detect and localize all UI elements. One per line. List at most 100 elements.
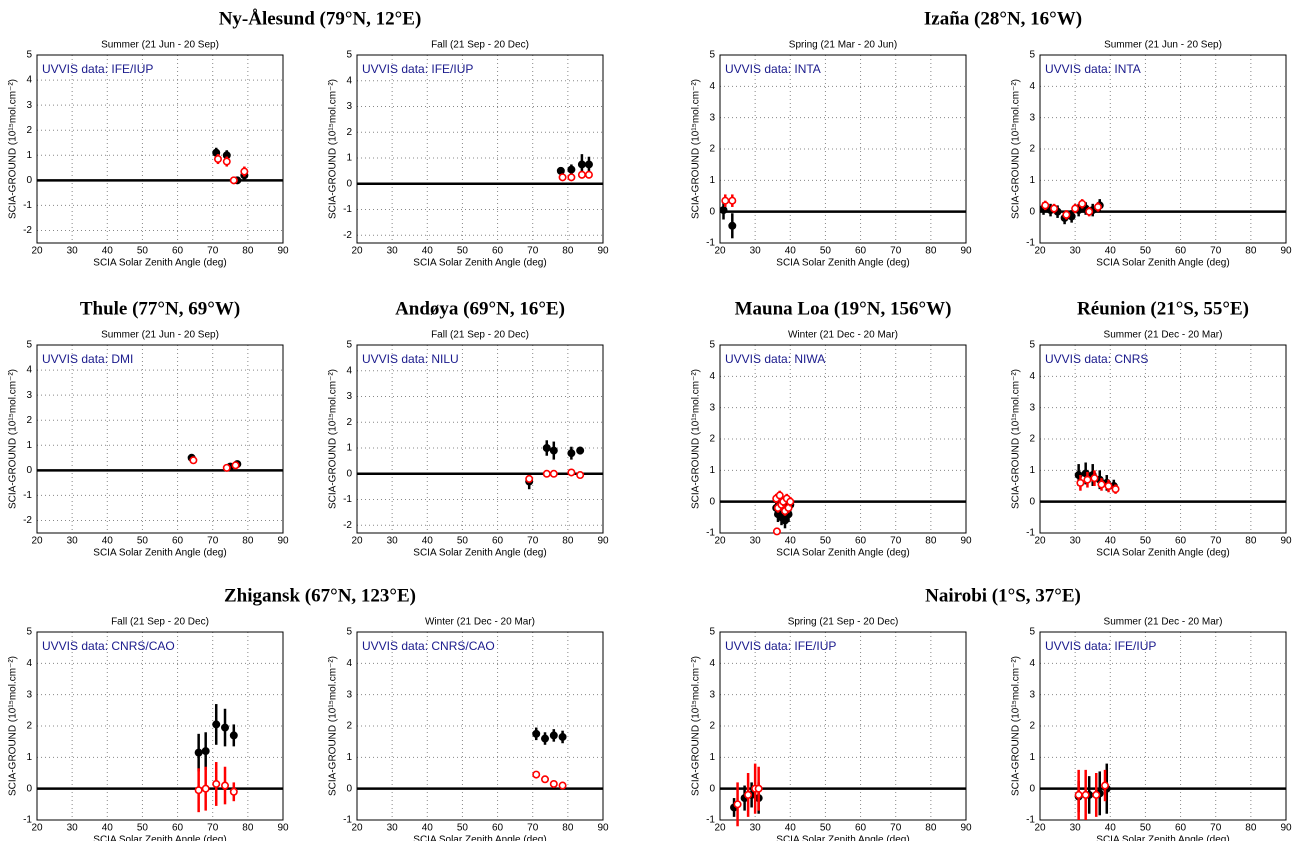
x-axis-label: SCIA Solar Zenith Angle (deg) <box>93 548 226 559</box>
data-point <box>577 170 586 179</box>
y-axis-label: SCIA-GROUND (10¹⁵mol.cm⁻²) <box>328 656 339 796</box>
x-tick-label: 30 <box>750 246 762 257</box>
y-tick-label: 3 <box>1029 402 1035 413</box>
plot-frame <box>719 344 967 534</box>
y-tick-label: 2 <box>346 417 352 428</box>
panel: Ny-Ålesund (79°N, 12°E)Summer (21 Jun - … <box>8 8 422 268</box>
data-point <box>1076 478 1085 487</box>
data-point <box>567 468 576 477</box>
subplot-title: Winter (21 Dec - 20 Mar) <box>788 330 898 341</box>
y-tick-label: 2 <box>709 434 715 445</box>
x-tick-label: 50 <box>1140 536 1152 547</box>
data-point <box>229 176 238 185</box>
x-tick-label: 70 <box>207 823 219 834</box>
y-tick-label: 3 <box>1029 689 1035 700</box>
data-point <box>1085 207 1094 216</box>
y-tick-label: -1 <box>23 200 32 211</box>
y-tick-label: 3 <box>26 689 32 700</box>
y-tick-label: 5 <box>26 50 32 61</box>
x-tick-label: 50 <box>820 246 832 257</box>
y-tick-label: 5 <box>346 340 352 351</box>
station-title: Ny-Ålesund (79°N, 12°E) <box>219 8 422 29</box>
x-tick-label: 90 <box>1280 536 1292 547</box>
data-point <box>212 720 221 729</box>
x-tick-label: 50 <box>820 823 832 834</box>
y-tick-label: 3 <box>709 112 715 123</box>
x-tick-label: 50 <box>137 536 149 547</box>
data-point <box>229 731 238 740</box>
plot-frame <box>356 344 604 534</box>
data-point <box>549 731 558 740</box>
panel: Nairobi (1°S, 37°E) Spring (21 Sep - 20 D… <box>691 585 1081 841</box>
subplot-title: Fall (21 Sep - 20 Dec) <box>431 330 529 341</box>
y-tick-label: 2 <box>26 721 32 732</box>
station-title: Zhigansk (67°N, 123°E) <box>224 585 416 606</box>
x-tick-label: 40 <box>785 823 797 834</box>
data-point <box>1104 481 1113 490</box>
x-tick-label: 80 <box>562 246 574 257</box>
x-tick-label: 20 <box>714 536 726 547</box>
panel: Summer (21 Dec - 20 Mar)20 30 40 50 60 70 80 90… <box>1011 617 1292 841</box>
plot-frame <box>719 54 967 244</box>
x-tick-label: 20 <box>1034 823 1046 834</box>
x-tick-label: 20 <box>31 536 43 547</box>
x-tick-label: 50 <box>457 246 469 257</box>
panel: Fall (21 Sep - 20 Dec)20 30 40 50 60 70 80 90-2… <box>328 40 609 269</box>
y-tick-label: 4 <box>26 658 32 669</box>
x-axis-label: SCIA Solar Zenith Angle (deg) <box>93 835 226 841</box>
y-tick-label: 0 <box>26 783 32 794</box>
data-point <box>577 160 586 169</box>
x-axis-label: SCIA Solar Zenith Angle (deg) <box>776 548 909 559</box>
x-axis-label: SCIA Solar Zenith Angle (deg) <box>413 258 546 269</box>
x-tick-label: 40 <box>102 246 114 257</box>
x-tick-label: 90 <box>1280 246 1292 257</box>
y-tick-label: 1 <box>26 150 32 161</box>
x-axis-label: SCIA Solar Zenith Angle (deg) <box>1096 258 1229 269</box>
data-point <box>212 779 221 788</box>
plot-frame <box>1039 54 1287 244</box>
y-axis-label: SCIA-GROUND (10¹⁵mol.cm⁻²) <box>1011 369 1022 509</box>
y-tick-label: -1 <box>343 815 352 826</box>
data-point <box>1074 790 1083 799</box>
y-tick-label: 0 <box>709 783 715 794</box>
data-point <box>728 196 737 205</box>
y-tick-label: 2 <box>1029 721 1035 732</box>
data-point <box>556 166 565 175</box>
y-tick-label: 0 <box>346 468 352 479</box>
y-tick-label: -1 <box>706 528 715 539</box>
station-title: Mauna Loa (19°N, 156°W) <box>735 298 952 319</box>
data-point <box>1071 204 1080 213</box>
annotation: UVVIS data: NIWA <box>725 352 825 366</box>
y-axis-label: SCIA-GROUND (10¹⁵mol.cm⁻²) <box>8 656 19 796</box>
subplot-title: Winter (21 Dec - 20 Mar) <box>425 617 535 628</box>
x-tick-label: 30 <box>1070 246 1082 257</box>
x-axis-label: SCIA Solar Zenith Angle (deg) <box>93 258 226 269</box>
data-point <box>541 734 550 743</box>
data-point <box>194 786 203 795</box>
y-tick-label: 4 <box>709 371 715 382</box>
x-tick-label: 20 <box>1034 246 1046 257</box>
y-tick-label: -1 <box>343 494 352 505</box>
x-tick-label: 40 <box>1105 246 1117 257</box>
data-point <box>1081 790 1090 799</box>
x-tick-label: 90 <box>597 536 609 547</box>
x-tick-label: 30 <box>1070 536 1082 547</box>
y-tick-label: -1 <box>23 490 32 501</box>
data-point <box>576 446 585 455</box>
x-tick-label: 60 <box>172 536 184 547</box>
y-tick-label: 3 <box>709 689 715 700</box>
x-tick-label: 20 <box>351 246 363 257</box>
y-tick-label: 0 <box>1029 496 1035 507</box>
y-tick-label: 2 <box>1029 144 1035 155</box>
y-tick-label: 1 <box>346 752 352 763</box>
y-tick-label: 5 <box>709 627 715 638</box>
data-point <box>584 170 593 179</box>
y-tick-label: 5 <box>346 50 352 61</box>
x-tick-label: 20 <box>351 536 363 547</box>
y-tick-label: -2 <box>343 520 352 531</box>
subplot-title: Summer (21 Dec - 20 Mar) <box>1104 617 1223 628</box>
data-point <box>1101 781 1110 790</box>
data-point <box>721 196 730 205</box>
x-axis-label: SCIA Solar Zenith Angle (deg) <box>413 548 546 559</box>
y-tick-label: 2 <box>1029 434 1035 445</box>
